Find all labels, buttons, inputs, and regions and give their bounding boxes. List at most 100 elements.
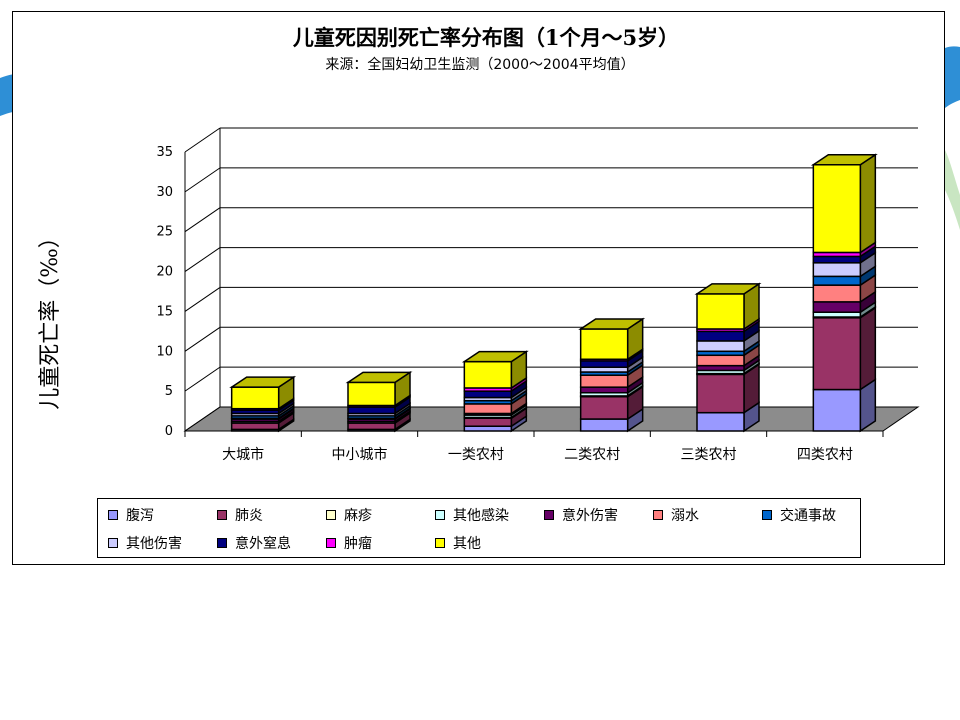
- legend-item: 麻疹: [326, 506, 372, 524]
- legend-label: 其他伤害: [126, 536, 182, 552]
- x-category-label: 中小城市: [332, 446, 388, 463]
- bar-segment: [696, 340, 745, 353]
- y-tick-label: 0: [165, 424, 173, 439]
- chart-floor: [183, 406, 920, 432]
- x-category-label: 一类农村: [448, 447, 504, 463]
- legend-swatch: [544, 510, 554, 520]
- legend-item: 其他伤害: [108, 534, 182, 552]
- legend-swatch: [762, 510, 772, 520]
- side-gridline: [184, 127, 221, 153]
- x-category-label: 二类农村: [564, 447, 620, 463]
- legend-item: 肿瘤: [326, 534, 372, 552]
- y-tick-label: 35: [156, 145, 173, 160]
- legend-swatch: [326, 538, 336, 548]
- legend: 腹泻 肺炎 麻疹 其他感染 意外伤害 溺水 交通事故其他伤害 意外窒息 肿瘤 其他: [97, 498, 861, 558]
- chart-title: 儿童死因别死亡率分布图（1个月～5岁）: [292, 25, 680, 50]
- bar-segment: [463, 390, 513, 399]
- bar-segment: [463, 417, 513, 427]
- legend-label: 麻疹: [344, 508, 372, 524]
- legend-swatch: [326, 510, 336, 520]
- legend-label: 其他感染: [453, 508, 509, 524]
- bar-segment: [696, 293, 745, 330]
- bar-segment: [347, 406, 396, 415]
- side-gridline: [184, 207, 221, 233]
- bar-segment: [696, 373, 745, 414]
- y-tick-label: 25: [156, 225, 173, 240]
- y-tick-label: 10: [156, 344, 173, 359]
- side-gridline: [184, 406, 221, 432]
- legend-item: 腹泻: [108, 506, 154, 524]
- legend-label: 交通事故: [780, 508, 836, 524]
- side-gridline: [184, 167, 221, 193]
- legend-item: 意外窒息: [217, 534, 291, 552]
- bar-top-face: [229, 376, 297, 388]
- bar-segment-side: [859, 306, 877, 391]
- bar-segment: [579, 328, 629, 361]
- y-axis-title: 儿童死亡率（‰）: [38, 226, 63, 410]
- bar-top-face: [694, 283, 762, 295]
- legend-label: 溺水: [671, 508, 699, 524]
- bar-segment: [230, 386, 280, 410]
- bar-top-face: [461, 350, 529, 363]
- bar-segment: [812, 262, 862, 278]
- legend-label: 腹泻: [126, 508, 154, 524]
- bar-top-face: [578, 318, 646, 330]
- bar-segment: [812, 255, 862, 264]
- y-tick-label: 20: [156, 265, 173, 280]
- bar-segment: [812, 388, 862, 432]
- legend-label: 意外窒息: [235, 536, 291, 552]
- bar-segment: [230, 422, 280, 431]
- legend-item: 溺水: [653, 506, 699, 524]
- bar-segment: [463, 360, 513, 389]
- legend-swatch: [108, 538, 118, 548]
- bar-segment: [579, 418, 629, 432]
- bar-segment: [812, 317, 862, 391]
- bar-segment: [696, 330, 745, 342]
- bar-segment: [812, 164, 862, 254]
- x-category-label: 三类农村: [681, 447, 737, 463]
- y-tick-label: 30: [156, 185, 173, 200]
- legend-item: 意外伤害: [544, 506, 618, 524]
- bar-segment: [347, 381, 396, 407]
- bar-segment: [579, 395, 629, 420]
- legend-label: 肿瘤: [344, 536, 372, 552]
- right-green-swoosh: [945, 150, 960, 230]
- legend-swatch: [217, 538, 227, 548]
- x-category-label: 四类农村: [797, 447, 853, 463]
- legend-item: 其他感染: [435, 506, 509, 524]
- legend-label: 肺炎: [235, 508, 263, 524]
- bar-segment: [812, 284, 862, 303]
- bar-segment: [696, 354, 745, 367]
- y-tick-label: 15: [156, 304, 173, 319]
- side-gridline: [184, 247, 221, 272]
- bar-segment: [812, 275, 862, 286]
- bar-segment: [579, 374, 629, 388]
- bar-segment: [579, 360, 629, 368]
- bar-segment: [463, 403, 513, 415]
- legend-label: 意外伤害: [562, 508, 618, 524]
- chart-subtitle: 来源：全国妇幼卫生监测（2000～2004平均值）: [325, 57, 635, 73]
- legend-swatch: [435, 510, 445, 520]
- right-blue-swoosh: [945, 46, 960, 108]
- legend-swatch: [217, 510, 227, 520]
- legend-item: 交通事故: [762, 506, 836, 524]
- bar-segment-side: [859, 153, 877, 254]
- bar-segment: [347, 422, 396, 431]
- bar-top-face: [345, 371, 413, 384]
- side-gridline: [184, 287, 221, 312]
- legend-item: 其他: [435, 534, 481, 552]
- side-gridline: [184, 326, 221, 352]
- bar-segment: [579, 386, 629, 394]
- bar-segment: [696, 411, 745, 432]
- bar-top-face: [810, 154, 878, 166]
- x-category-label: 大城市: [222, 446, 264, 463]
- legend-swatch: [108, 510, 118, 520]
- y-tick-label: 5: [165, 384, 173, 399]
- legend-swatch: [653, 510, 663, 520]
- legend-item: 肺炎: [217, 506, 263, 524]
- bar-segment: [812, 301, 862, 313]
- legend-swatch: [435, 538, 445, 548]
- legend-label: 其他: [453, 536, 481, 552]
- chart-frame: [12, 11, 945, 565]
